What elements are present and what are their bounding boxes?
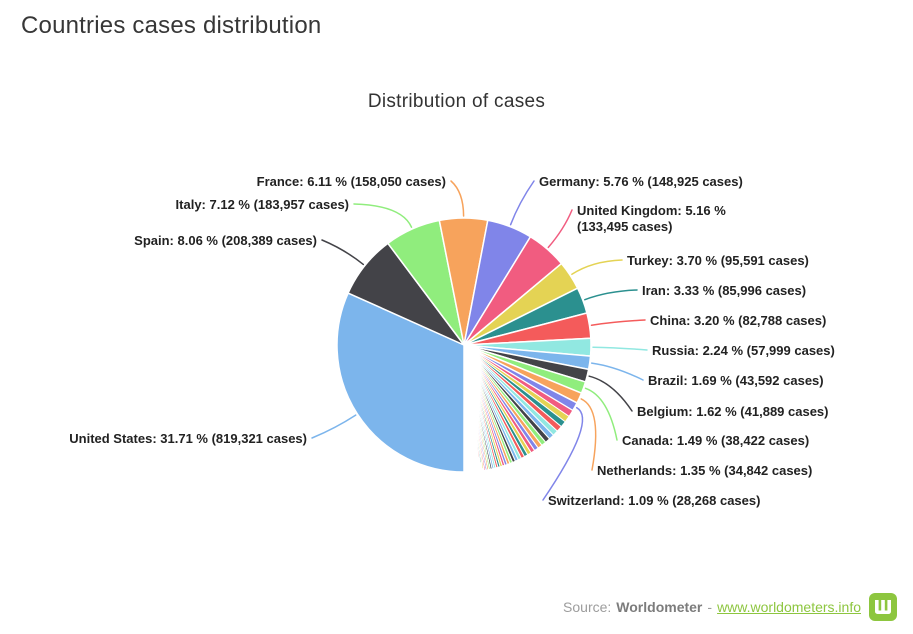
connector-netherlands: [580, 398, 597, 471]
pie-label-switzerland: Switzerland: 1.09 % (28,268 cases): [548, 493, 761, 508]
connector-canada: [584, 387, 618, 441]
logo-w-glyph: [875, 600, 891, 614]
pie-label-spain: Spain: 8.06 % (208,389 cases): [134, 233, 317, 248]
pie-label-iran: Iran: 3.33 % (85,996 cases): [642, 283, 807, 298]
pie-label-china: China: 3.20 % (82,788 cases): [650, 313, 827, 328]
source-name: Worldometer: [616, 599, 703, 615]
pie-label-netherlands: Netherlands: 1.35 % (34,842 cases): [597, 463, 813, 478]
connector-switzerland: [542, 406, 584, 501]
connector-france: [450, 180, 465, 217]
connector-spain: [321, 239, 365, 266]
pie-label-turkey: Turkey: 3.70 % (95,591 cases): [627, 253, 809, 268]
source-separator: -: [707, 599, 713, 615]
pie-label-italy: Italy: 7.12 % (183,957 cases): [175, 197, 349, 212]
pie-label-united-kingdom: United Kingdom: 5.16 % (133,495 cases): [577, 203, 726, 234]
source-label: Source:: [563, 599, 612, 615]
connector-russia: [592, 346, 648, 351]
pie-label-united-states: United States: 31.71 % (819,321 cases): [69, 431, 307, 446]
pie-label-russia: Russia: 2.24 % (57,999 cases): [652, 343, 835, 358]
connector-belgium: [588, 375, 633, 412]
connector-iran: [584, 289, 638, 301]
chart-title: Distribution of cases: [367, 91, 546, 112]
pie-label-canada: Canada: 1.49 % (38,422 cases): [622, 433, 810, 448]
worldometer-logo-icon[interactable]: [869, 593, 897, 621]
pie-label-brazil: Brazil: 1.69 % (43,592 cases): [648, 373, 824, 388]
pie-slice-united-states[interactable]: [336, 292, 465, 473]
connector-germany: [509, 180, 535, 226]
connector-united-states: [311, 414, 357, 439]
pie-label-germany: Germany: 5.76 % (148,925 cases): [539, 174, 743, 189]
connector-turkey: [571, 259, 623, 276]
pie-label-france: France: 6.11 % (158,050 cases): [256, 174, 446, 189]
connector-italy: [353, 203, 413, 228]
connector-brazil: [590, 362, 644, 381]
source-link[interactable]: www.worldometers.info: [717, 599, 861, 615]
source-footer: Source: Worldometer - www.worldometers.i…: [563, 593, 897, 621]
connector-united-kingdom: [547, 209, 573, 249]
connector-china: [590, 319, 646, 326]
pie-label-belgium: Belgium: 1.62 % (41,889 cases): [637, 404, 829, 419]
page-title: Countries cases distribution: [21, 12, 322, 39]
